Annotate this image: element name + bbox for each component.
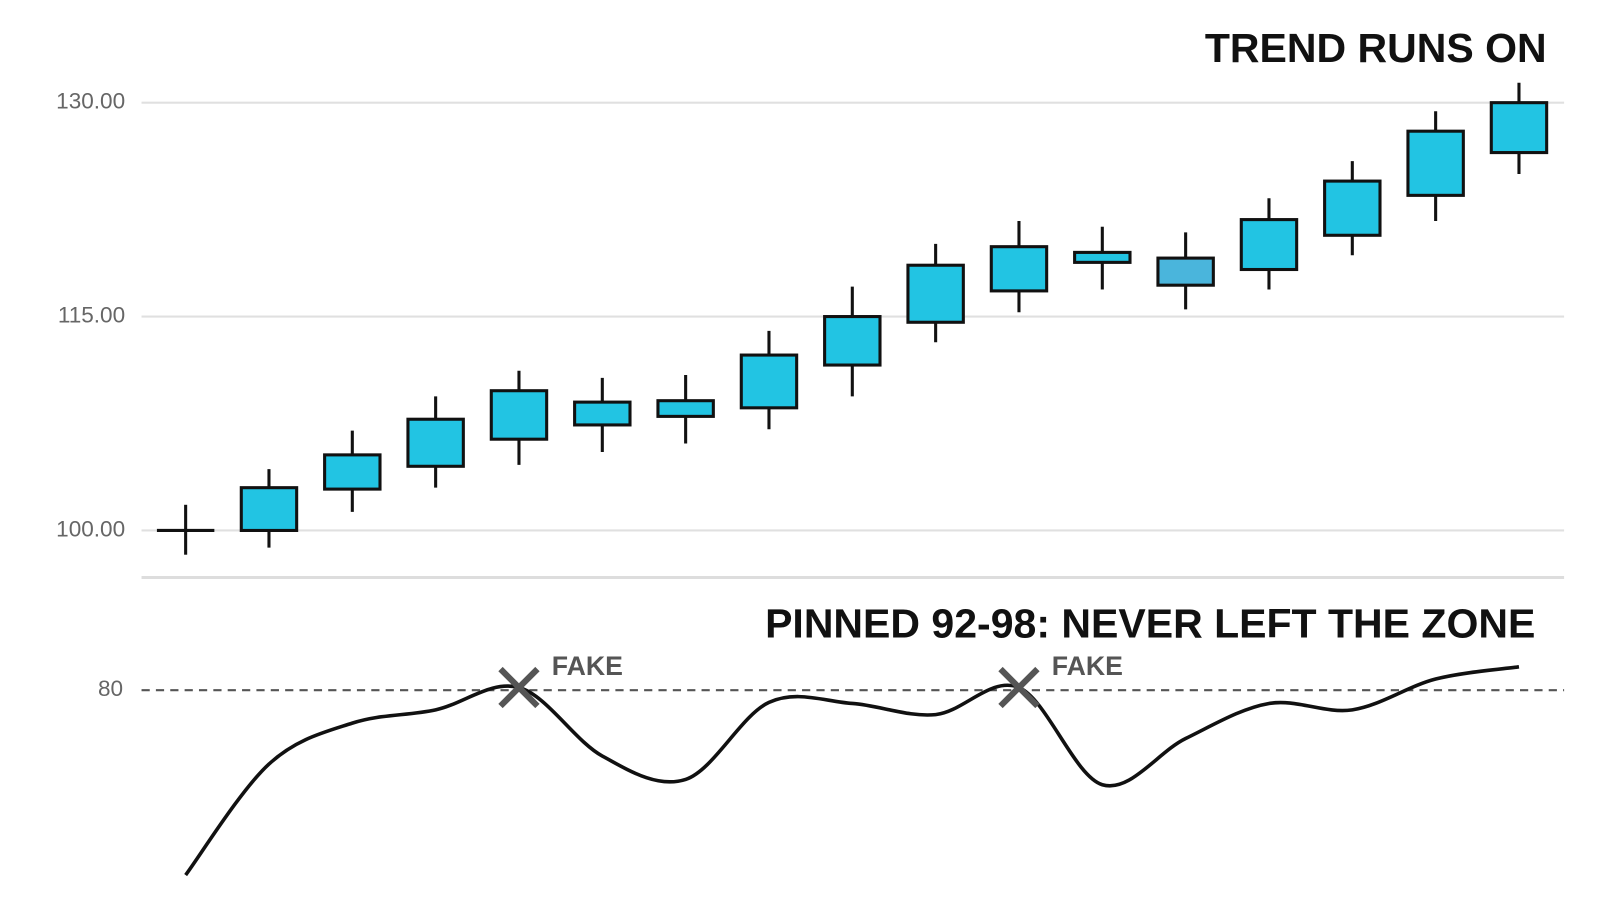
y-tick-label: 130.00 <box>56 89 125 114</box>
candle-body <box>823 315 882 367</box>
candle-body <box>906 263 965 324</box>
y-tick-label: 115.00 <box>58 303 125 328</box>
fake-marker <box>998 666 1040 709</box>
annotation: FAKE <box>1052 651 1123 681</box>
candle-body <box>1156 256 1215 287</box>
annotation: FAKE <box>552 651 623 681</box>
candle-body <box>656 399 715 418</box>
candle-body <box>1073 250 1132 264</box>
candle-body <box>489 389 549 441</box>
candle-body <box>239 486 299 532</box>
chart-title: PINNED 92-98: NEVER LEFT THE ZONE <box>765 601 1535 647</box>
candle-body <box>1489 101 1549 155</box>
candle-body <box>323 453 382 491</box>
candle-body <box>406 417 465 468</box>
y-tick-label: 100.00 <box>56 516 125 541</box>
candle-body <box>1323 179 1382 237</box>
candle-body <box>1239 218 1299 272</box>
fake-marker <box>498 666 540 709</box>
line <box>184 665 1520 877</box>
candle-body <box>1406 129 1465 197</box>
chart-title: TREND RUNS ON <box>1205 25 1547 71</box>
candle-body <box>573 400 632 427</box>
candle-body <box>739 353 799 410</box>
candle-body <box>989 245 1049 293</box>
y-tick-label: 80 <box>98 676 123 701</box>
